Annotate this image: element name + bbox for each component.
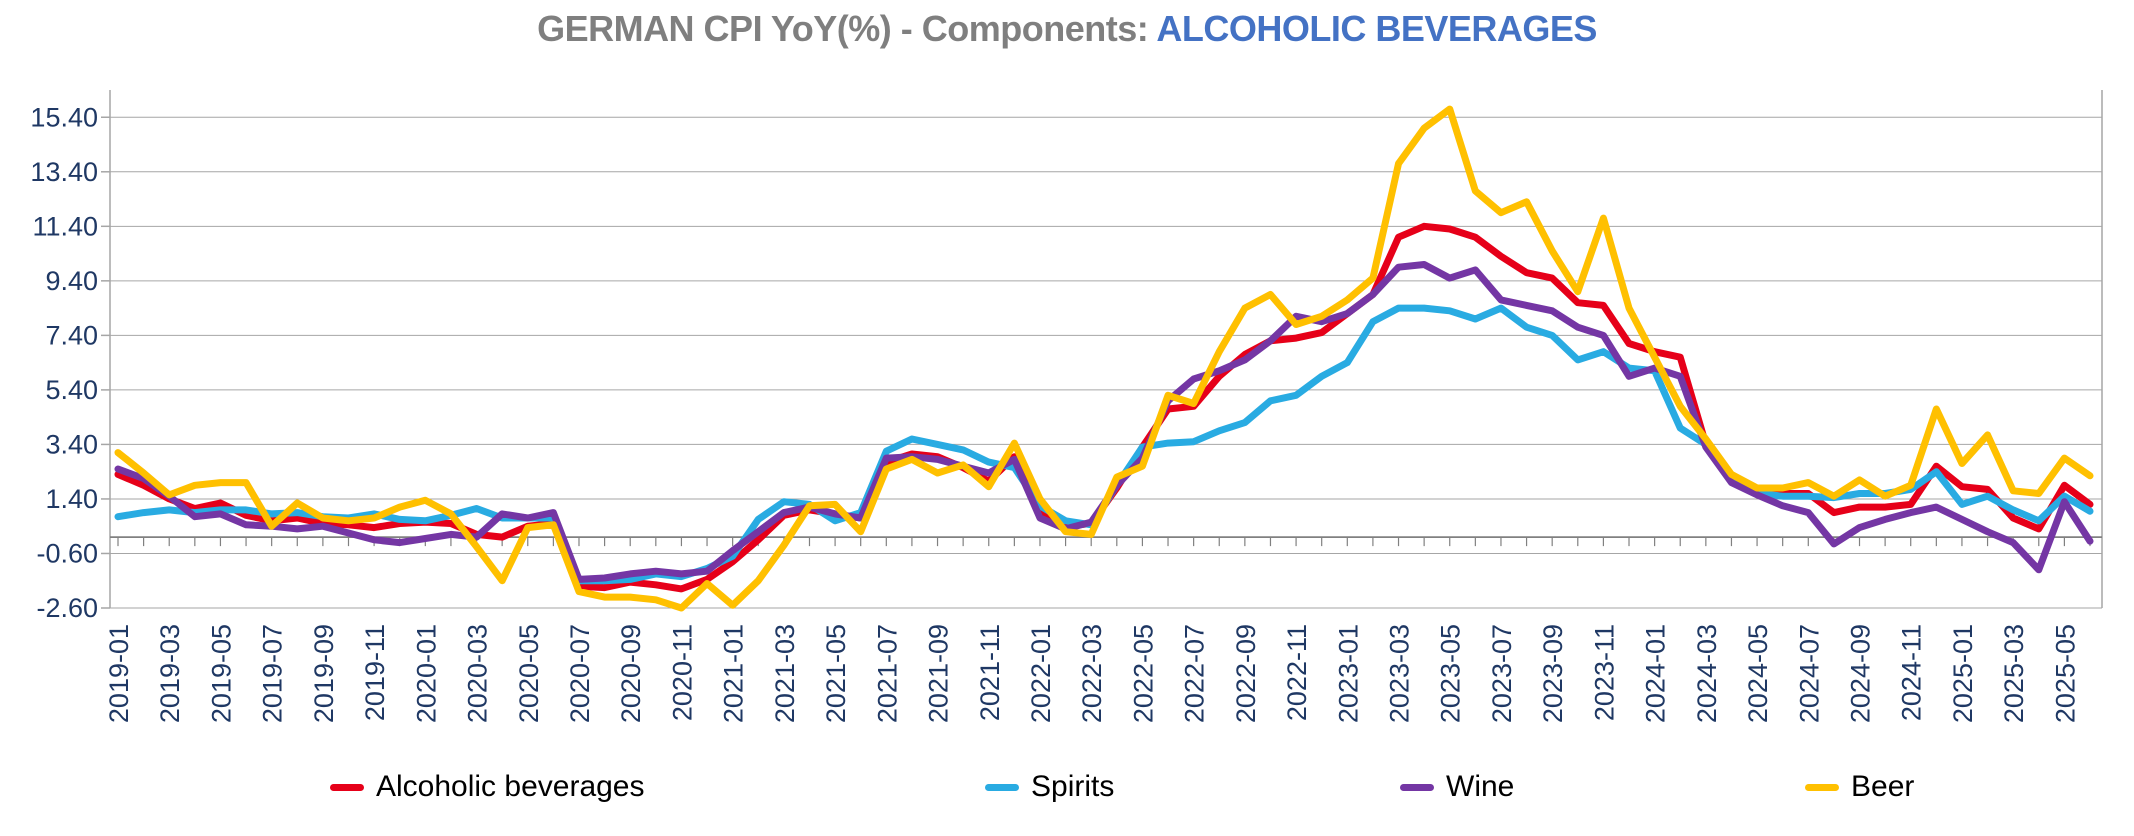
svg-text:2020-07: 2020-07 xyxy=(565,624,595,723)
svg-text:2021-11: 2021-11 xyxy=(975,624,1005,721)
legend-item-alcoholic-beverages: Alcoholic beverages xyxy=(330,770,645,804)
svg-text:2020-05: 2020-05 xyxy=(514,624,544,723)
svg-text:2019-09: 2019-09 xyxy=(309,624,339,723)
chart-title-main: GERMAN CPI YoY(%) - Components: xyxy=(537,8,1157,49)
svg-text:1.40: 1.40 xyxy=(45,484,98,514)
chart-legend: Alcoholic beverages Spirits Wine Beer xyxy=(0,770,2134,816)
legend-label-alcoholic-beverages: Alcoholic beverages xyxy=(376,770,645,803)
svg-text:2023-05: 2023-05 xyxy=(1436,624,1466,723)
legend-item-beer: Beer xyxy=(1805,770,1914,804)
svg-text:2021-03: 2021-03 xyxy=(770,624,800,723)
svg-text:2020-11: 2020-11 xyxy=(667,624,697,721)
chart-title-highlight: ALCOHOLIC BEVERAGES xyxy=(1156,8,1597,49)
legend-label-wine: Wine xyxy=(1446,770,1515,803)
svg-text:2024-11: 2024-11 xyxy=(1897,624,1927,721)
svg-text:13.40: 13.40 xyxy=(30,157,98,187)
svg-text:2024-09: 2024-09 xyxy=(1846,624,1876,723)
legend-marker-wine-icon xyxy=(1400,783,1434,791)
svg-text:2022-01: 2022-01 xyxy=(1026,624,1056,723)
svg-text:2024-01: 2024-01 xyxy=(1641,624,1671,723)
legend-label-spirits: Spirits xyxy=(1031,770,1115,803)
chart-title: GERMAN CPI YoY(%) - Components: ALCOHOLI… xyxy=(0,8,2134,50)
svg-text:11.40: 11.40 xyxy=(32,211,98,241)
svg-text:2019-11: 2019-11 xyxy=(360,624,390,721)
svg-text:2019-05: 2019-05 xyxy=(206,624,236,723)
svg-text:2023-01: 2023-01 xyxy=(1333,624,1363,723)
svg-text:9.40: 9.40 xyxy=(45,266,98,296)
svg-text:-0.60: -0.60 xyxy=(36,538,98,568)
svg-text:3.40: 3.40 xyxy=(45,429,98,459)
series-line-beer xyxy=(114,105,2094,612)
svg-text:2021-01: 2021-01 xyxy=(719,624,749,723)
svg-text:5.40: 5.40 xyxy=(45,375,98,405)
svg-text:2021-05: 2021-05 xyxy=(821,624,851,723)
svg-text:2023-11: 2023-11 xyxy=(1589,624,1619,721)
legend-item-spirits: Spirits xyxy=(985,770,1114,804)
legend-marker-alcoholic-beverages-icon xyxy=(330,783,364,791)
svg-text:2025-05: 2025-05 xyxy=(2050,624,2080,723)
legend-item-wine: Wine xyxy=(1400,770,1514,804)
legend-marker-spirits-icon xyxy=(985,783,1019,791)
legend-label-beer: Beer xyxy=(1851,770,1915,803)
svg-text:2020-01: 2020-01 xyxy=(411,624,441,723)
svg-text:2019-03: 2019-03 xyxy=(155,624,185,723)
svg-text:2024-03: 2024-03 xyxy=(1692,624,1722,723)
svg-text:2019-01: 2019-01 xyxy=(104,624,134,723)
legend-marker-beer-icon xyxy=(1805,783,1839,791)
svg-text:2022-11: 2022-11 xyxy=(1282,624,1312,721)
svg-text:2022-09: 2022-09 xyxy=(1231,624,1261,723)
svg-text:2021-09: 2021-09 xyxy=(924,624,954,723)
svg-text:2019-07: 2019-07 xyxy=(258,624,288,723)
svg-text:2021-07: 2021-07 xyxy=(872,624,902,723)
svg-text:2023-09: 2023-09 xyxy=(1538,624,1568,723)
svg-text:2022-03: 2022-03 xyxy=(1077,624,1107,723)
svg-text:2024-05: 2024-05 xyxy=(1743,624,1773,723)
svg-text:-2.60: -2.60 xyxy=(36,593,98,623)
series-line-wine xyxy=(114,261,2094,583)
svg-text:2022-05: 2022-05 xyxy=(1128,624,1158,723)
svg-text:2025-01: 2025-01 xyxy=(1948,624,1978,723)
svg-text:2023-07: 2023-07 xyxy=(1487,624,1517,723)
svg-text:2020-03: 2020-03 xyxy=(463,624,493,723)
svg-text:15.40: 15.40 xyxy=(30,102,98,132)
svg-text:2020-09: 2020-09 xyxy=(616,624,646,723)
svg-text:2023-03: 2023-03 xyxy=(1385,624,1415,723)
svg-text:2025-03: 2025-03 xyxy=(1999,624,2029,723)
svg-text:7.40: 7.40 xyxy=(45,320,98,350)
svg-text:2022-07: 2022-07 xyxy=(1180,624,1210,723)
svg-text:2024-07: 2024-07 xyxy=(1794,624,1824,723)
